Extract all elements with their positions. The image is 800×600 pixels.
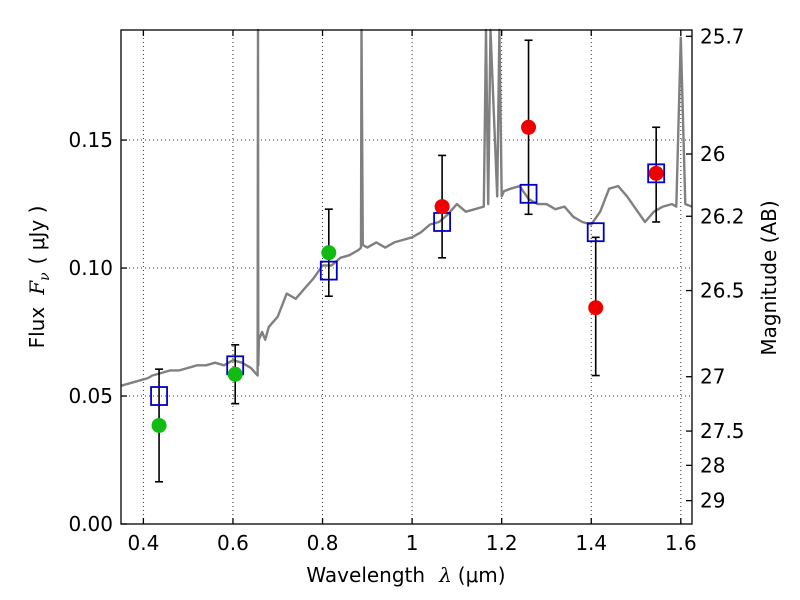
observed-point [648, 165, 664, 181]
y-tick-label: 0.00 [68, 512, 113, 536]
y-tick-label: 0.10 [68, 256, 113, 280]
magnitude-tick-label: 25.7 [700, 24, 745, 48]
magnitude-tick-label: 27 [700, 365, 725, 389]
y-tick-label: 0.15 [68, 128, 113, 152]
magnitude-axis-label: Magnitude (AB) [757, 200, 781, 355]
observed-point [588, 300, 604, 316]
magnitude-tick-label: 26 [700, 142, 725, 166]
x-tick-label: 0.8 [307, 531, 339, 555]
model-photometry-points [150, 163, 666, 406]
model-point-square [519, 183, 538, 204]
x-tick-label: 0.6 [217, 531, 249, 555]
observed-point [434, 199, 450, 215]
magnitude-tick-label: 27.5 [700, 419, 745, 443]
magnitude-tick-label: 26.2 [700, 204, 745, 228]
model-point-square [150, 386, 168, 406]
y-axis-ticks: 0.00 0.05 0.10 0.15 [68, 128, 127, 536]
magnitude-axis-ticks: 25.7 26 26.2 26.5 27 27.5 28 29 [686, 24, 745, 513]
x-axis-ticks: 0.4 0.6 0.8 1 1.2 1.4 1.6 [127, 30, 697, 555]
observed-point [151, 417, 167, 433]
x-tick-label: 0.4 [127, 531, 159, 555]
y-axis-label: FluxFν( μJy ) [25, 206, 53, 349]
observed-point [227, 366, 243, 382]
observed-photometry-points [151, 119, 664, 433]
x-tick-label: 1 [406, 531, 419, 555]
magnitude-tick-label: 26.5 [700, 279, 745, 303]
magnitude-tick-label: 28 [700, 453, 725, 477]
observed-point [521, 119, 537, 135]
x-tick-label: 1.6 [665, 531, 697, 555]
observed-point [321, 245, 337, 261]
y-tick-label: 0.05 [68, 384, 113, 408]
x-tick-label: 1.4 [575, 531, 607, 555]
magnitude-tick-label: 29 [700, 489, 725, 513]
model-point-square [586, 222, 605, 243]
model-point-square [647, 163, 666, 184]
plot-frame [120, 29, 693, 525]
x-tick-label: 1.2 [486, 531, 518, 555]
model-point-square [319, 260, 338, 281]
x-axis-label: Wavelength λ (μm) [306, 563, 505, 587]
